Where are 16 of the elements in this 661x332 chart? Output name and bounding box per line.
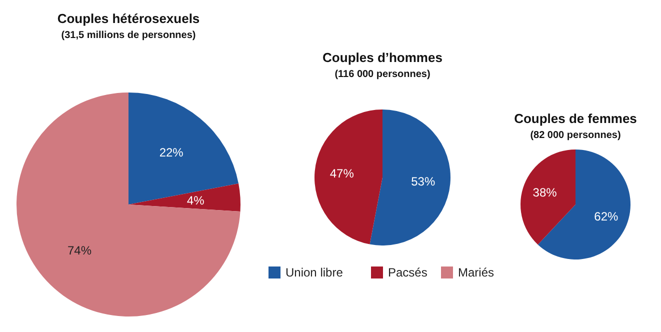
data-label: 47% [330,166,354,181]
data-label: 4% [186,193,205,208]
data-label: 62% [594,210,619,224]
data-label: 74% [68,244,92,258]
chart-title: Couples hétérosexuels [57,11,200,26]
data-label: 38% [532,185,558,200]
chart-subtitle: (82 000 personnes) [530,130,621,141]
data-label: 53% [411,174,436,188]
chart-subtitle: (116 000 personnes) [334,69,430,80]
chart-title: Couples d’hommes [322,50,442,65]
legend-label: Pacsés [388,266,428,280]
chart-subtitle: (31,5 millions de personnes) [61,30,196,41]
legend-label: Union libre [286,266,344,280]
data-label: 22% [159,146,184,160]
legend-label: Mariés [458,266,494,280]
chart-title: Couples de femmes [514,111,637,126]
